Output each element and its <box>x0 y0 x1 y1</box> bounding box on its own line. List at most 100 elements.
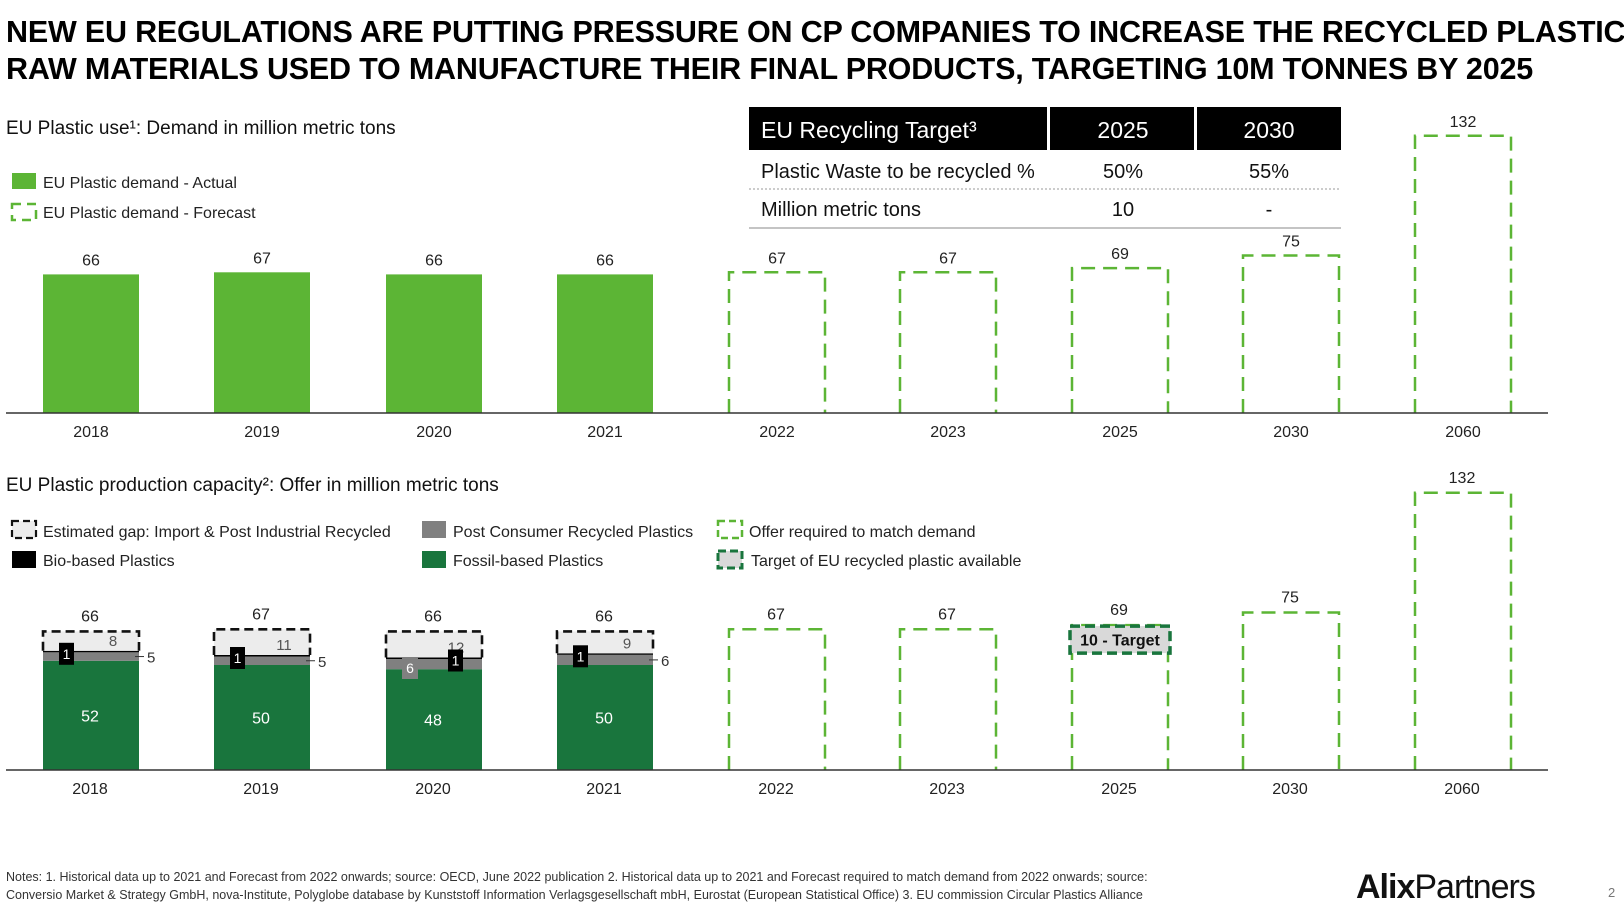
demand-category-label: 2021 <box>587 424 623 441</box>
gap-value-label: 8 <box>109 633 117 650</box>
post-consumer-value-label: 5 <box>318 654 326 671</box>
demand-value-label: 66 <box>425 252 443 269</box>
bio-segment <box>43 650 139 653</box>
capacity-category-label: 2020 <box>415 781 451 798</box>
bio-value-label: 1 <box>63 646 71 662</box>
legend-actual-swatch <box>12 173 36 189</box>
demand-category-label: 2023 <box>930 424 966 441</box>
bio-value-tag <box>230 647 245 669</box>
target-box <box>1068 624 1172 655</box>
bio-value-label: 1 <box>452 653 460 669</box>
bio-value-tag <box>59 642 74 665</box>
gap-value-label: 9 <box>623 635 631 652</box>
legend-post-consumer-label: Post Consumer Recycled Plastics <box>453 524 693 541</box>
fossil-segment <box>214 665 310 770</box>
post-consumer-value-label: 6 <box>406 660 414 676</box>
bio-value-label: 1 <box>577 648 585 664</box>
fossil-segment <box>386 669 482 770</box>
post-consumer-segment <box>214 656 310 665</box>
bio-segment <box>557 653 653 655</box>
table-row-value: 55% <box>1249 161 1289 183</box>
demand-value-label: 67 <box>939 250 957 267</box>
capacity-category-label: 2030 <box>1272 781 1308 798</box>
capacity-category-label: 2019 <box>243 781 279 798</box>
demand-category-label: 2019 <box>244 424 280 441</box>
table-row-value: - <box>1266 199 1273 221</box>
demand-value-label: 132 <box>1450 114 1477 131</box>
capacity-category-label: 2018 <box>72 781 108 798</box>
table-row-value: 50% <box>1103 161 1143 183</box>
capacity-category-label: 2025 <box>1101 781 1137 798</box>
demand-value-label: 67 <box>253 250 271 267</box>
table-row-label: Plastic Waste to be recycled % <box>761 161 1035 183</box>
demand-forecast-bar <box>1070 266 1170 413</box>
capacity-total-label: 75 <box>1281 590 1299 607</box>
bio-value-label: 1 <box>234 650 242 666</box>
legend-bio-label: Bio-based Plastics <box>43 553 175 570</box>
legend-bio-swatch <box>12 551 36 568</box>
legend-forecast-swatch <box>10 202 38 222</box>
logo-part-2: Partners <box>1414 868 1535 906</box>
capacity-total-label: 132 <box>1449 470 1476 487</box>
legend-forecast-label: EU Plastic demand - Forecast <box>43 205 256 222</box>
offer-forecast-bar <box>1070 623 1170 770</box>
logo-part-1: Alix <box>1356 868 1415 906</box>
demand-category-label: 2030 <box>1273 424 1309 441</box>
demand-forecast-bar <box>1413 134 1513 413</box>
demand-value-label: 75 <box>1282 234 1300 251</box>
legend-target-label: Target of EU recycled plastic available <box>751 553 1021 570</box>
page-number: 2 <box>1608 885 1616 900</box>
alixpartners-logo: AlixPartners <box>1356 868 1536 907</box>
gap-segment-fill <box>557 631 653 654</box>
target-label: 10 - Target <box>1080 633 1160 650</box>
footnote-line-1: Notes: 1. Historical data up to 2021 and… <box>6 870 1148 884</box>
legend-target-swatch <box>716 549 744 570</box>
bio-segment <box>386 657 482 659</box>
fossil-value-label: 48 <box>424 713 442 730</box>
capacity-total-label: 69 <box>1110 602 1128 619</box>
post-consumer-segment <box>43 652 139 661</box>
legend-post-consumer-swatch <box>422 521 446 538</box>
offer-forecast-bar <box>1413 491 1513 770</box>
table-row-label: Million metric tons <box>761 199 921 221</box>
post-consumer-value-tag <box>402 657 418 679</box>
gap-segment-fill <box>386 631 482 658</box>
offer-forecast-bar <box>1241 611 1341 770</box>
footnotes: Notes: 1. Historical data up to 2021 and… <box>6 868 1306 904</box>
capacity-total-label: 66 <box>81 608 99 625</box>
capacity-total-label: 66 <box>595 608 613 625</box>
capacity-total-label: 67 <box>252 606 270 623</box>
table-row-value: 10 <box>1112 199 1134 221</box>
table-header-cell <box>1050 107 1194 150</box>
legend-fossil-label: Fossil-based Plastics <box>453 553 603 570</box>
gap-segment-outline <box>555 630 655 654</box>
demand-category-label: 2025 <box>1102 424 1138 441</box>
bio-value-tag <box>573 645 588 668</box>
gap-segment-outline <box>212 628 312 655</box>
offer-forecast-bar <box>727 628 827 770</box>
legend-gap-label: Estimated gap: Import & Post Industrial … <box>43 524 391 541</box>
demand-value-label: 66 <box>596 252 614 269</box>
fossil-segment <box>43 660 139 770</box>
post-consumer-value-label: 6 <box>661 653 669 670</box>
demand-forecast-bar <box>898 271 998 413</box>
legend-gap-swatch <box>10 519 38 540</box>
demand-category-label: 2022 <box>759 424 795 441</box>
gap-segment-outline <box>384 630 484 658</box>
demand-actual-bar <box>557 274 653 413</box>
legend-offer-label: Offer required to match demand <box>749 524 976 541</box>
demand-actual-bar <box>43 274 139 413</box>
demand-category-label: 2020 <box>416 424 452 441</box>
table-header-year: 2025 <box>1097 117 1148 143</box>
demand-forecast-bar <box>727 271 827 413</box>
gap-value-label: 11 <box>276 637 292 654</box>
legend-actual-label: EU Plastic demand - Actual <box>43 175 237 192</box>
table-header-year: 2030 <box>1243 117 1294 143</box>
demand-value-label: 67 <box>768 250 786 267</box>
capacity-total-label: 66 <box>424 608 442 625</box>
fossil-value-label: 50 <box>595 711 613 728</box>
gap-segment-fill <box>214 629 310 655</box>
legend-offer-swatch <box>716 519 744 540</box>
capacity-total-label: 67 <box>767 606 785 623</box>
